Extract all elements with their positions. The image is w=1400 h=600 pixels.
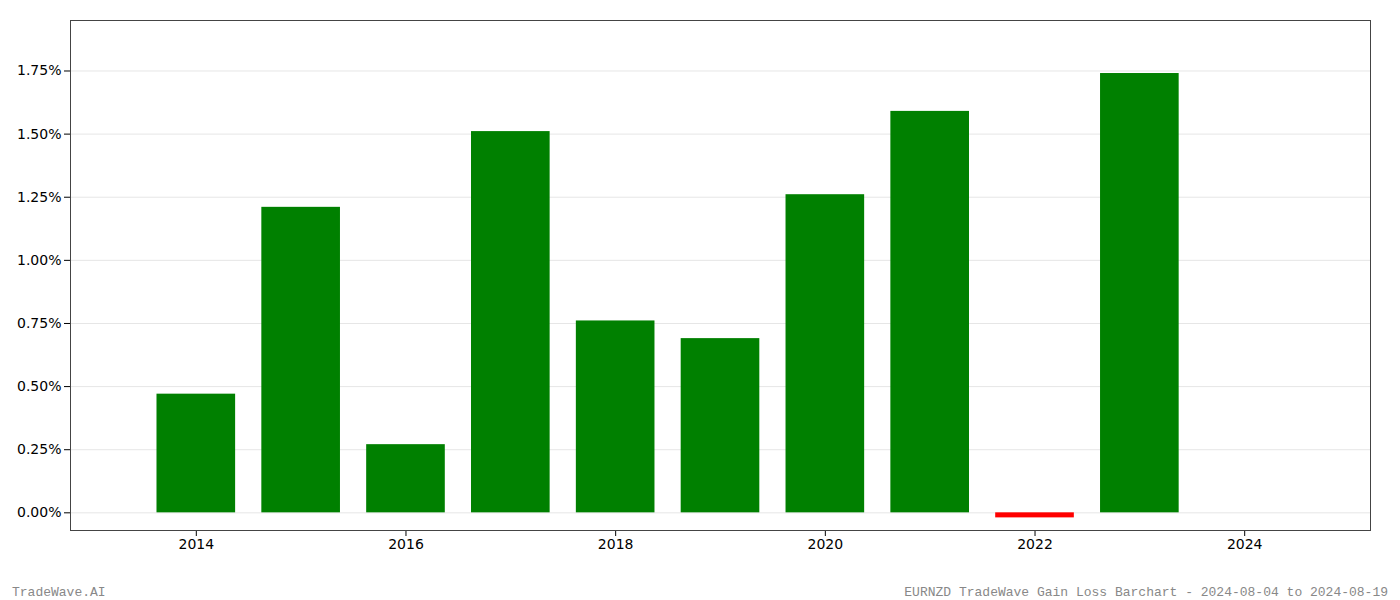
svg-text:2020: 2020 [808,536,844,552]
html-text:TradeWave.AI: TradeWave.AI [12,585,106,600]
svg-text:1.00%: 1.00% [17,252,61,268]
svg-text:1.75%: 1.75% [17,62,61,78]
svg-text:1.50%: 1.50% [17,126,61,142]
svg-text:2018: 2018 [598,536,634,552]
svg-text:0.75%: 0.75% [17,315,61,331]
html-text:EURNZD TradeWave Gain Loss Bar: EURNZD TradeWave Gain Loss Barchart - 20… [904,585,1388,600]
svg-text:0.50%: 0.50% [17,378,61,394]
svg-text:2024: 2024 [1227,536,1263,552]
svg-text:0.25%: 0.25% [17,441,61,457]
svg-text:0.00%: 0.00% [17,504,61,520]
svg-text:1.25%: 1.25% [17,189,61,205]
svg-text:2014: 2014 [178,536,214,552]
svg-text:2016: 2016 [388,536,424,552]
svg-text:2022: 2022 [1017,536,1053,552]
